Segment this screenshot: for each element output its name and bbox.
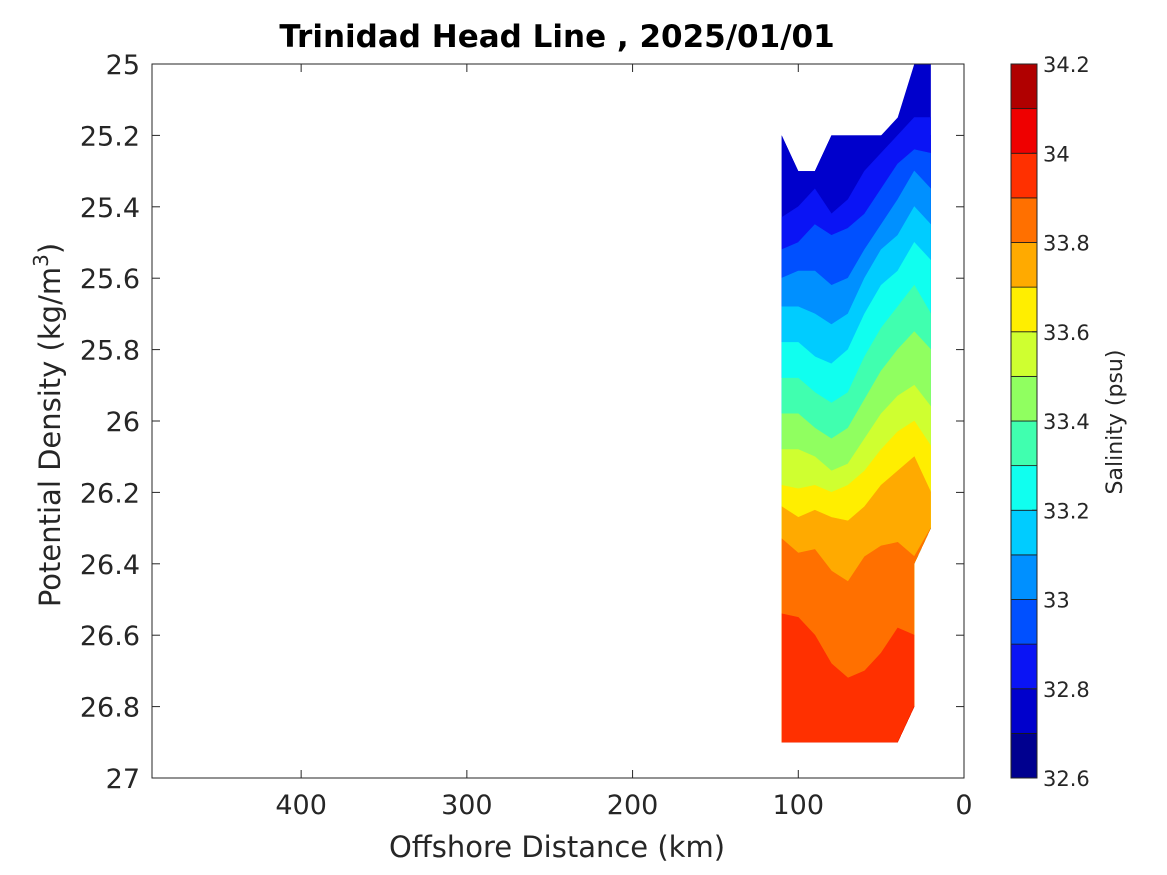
colorbar-swatch [1010, 599, 1038, 645]
colorbar-swatch [1010, 732, 1038, 779]
colorbar-swatch [1010, 286, 1038, 333]
colorbar-tick-label: 33.6 [1043, 321, 1090, 345]
y-tick-label: 26.8 [80, 693, 140, 724]
colorbar-swatch [1010, 331, 1038, 377]
colorbar-swatch [1010, 420, 1038, 467]
colorbar-swatch [1010, 643, 1038, 690]
colorbar-tick-label: 33.4 [1043, 410, 1090, 434]
colorbar-swatch [1010, 465, 1038, 511]
x-ticks: 400 300 200 100 0 [275, 64, 973, 821]
y-axis-label: Potential Density (kg/m3) [29, 243, 67, 607]
y-axis-label-main: Potential Density (kg/m [33, 267, 67, 607]
colorbar-swatch [1010, 688, 1038, 734]
colorbar-tick-label: 34.2 [1043, 53, 1090, 77]
x-tick-label: 300 [441, 790, 493, 821]
y-tick-label: 25 [106, 50, 140, 81]
colorbar-tick-label: 34 [1043, 142, 1070, 166]
colorbar-swatch [1010, 375, 1038, 422]
colorbar-label: Salinity (psu) [1103, 350, 1128, 495]
y-tick-label: 27 [106, 764, 140, 795]
y-tick-label: 26.6 [80, 621, 140, 652]
colorbar-swatch [1010, 108, 1038, 154]
y-tick-label: 25.6 [80, 264, 140, 295]
y-axis-label-sup: 3 [29, 254, 53, 267]
colorbar-swatch [1010, 63, 1038, 110]
x-tick-label: 200 [607, 790, 659, 821]
colorbar-tick-label: 32.6 [1043, 767, 1090, 791]
y-axis-label-close: ) [33, 243, 67, 254]
x-tick-label: 0 [955, 790, 972, 821]
y-tick-label: 25.2 [80, 121, 140, 152]
y-ticks: 25 25.2 25.4 25.6 25.8 26 26.2 26.4 26.6 26.8 27 [80, 50, 964, 795]
colorbar-swatch [1010, 509, 1038, 556]
contour-band-34 [781, 613, 931, 743]
colorbar-tick-label: 33.2 [1043, 499, 1090, 523]
y-tick-label: 25.4 [80, 193, 140, 224]
y-tick-label: 25.8 [80, 336, 140, 367]
colorbar-swatch [1010, 197, 1038, 243]
y-tick-label: 26 [106, 407, 140, 438]
colorbar-swatch [1010, 152, 1038, 199]
y-tick-label: 26.2 [80, 478, 140, 509]
x-axis-label: Offshore Distance (km) [389, 830, 725, 864]
colorbar-swatch [1010, 242, 1038, 288]
colorbar-tick-label: 32.8 [1043, 678, 1090, 702]
colorbar: 34.2 34 33.8 33.6 33.4 33.2 33 32.8 32.6 [1010, 53, 1090, 791]
y-tick-label: 26.4 [80, 550, 140, 581]
x-tick-label: 100 [773, 790, 825, 821]
colorbar-tick-label: 33.8 [1043, 232, 1090, 256]
colorbar-tick-label: 33 [1043, 589, 1070, 613]
x-tick-label: 400 [275, 790, 327, 821]
chart-title: Trinidad Head Line , 2025/01/01 [279, 19, 834, 55]
colorbar-swatch [1010, 554, 1038, 600]
